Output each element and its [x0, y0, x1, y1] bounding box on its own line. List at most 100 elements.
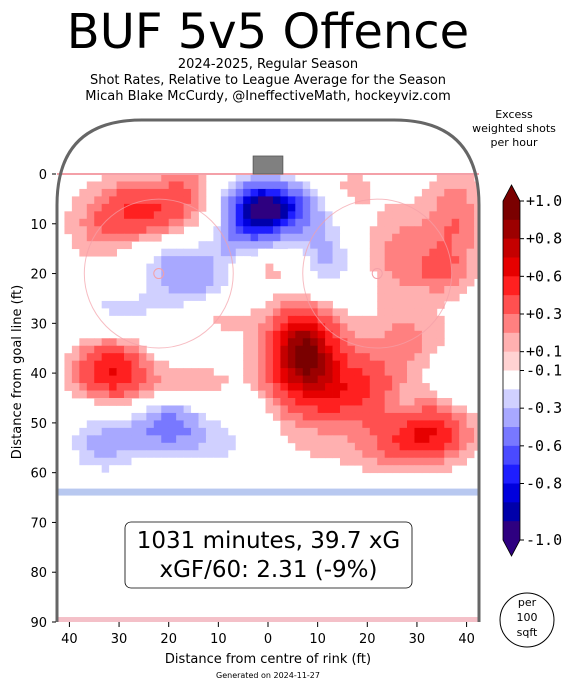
heat-cell-974	[138, 353, 147, 362]
heat-cell-1299	[101, 412, 110, 421]
heat-cell-1374	[295, 420, 304, 429]
heat-cell-1059	[191, 368, 199, 376]
heat-cell-1254	[444, 398, 453, 406]
heat-cell-1195	[146, 390, 155, 399]
heat-cell-841	[310, 323, 319, 332]
heat-cell-535	[138, 263, 147, 272]
heat-cell-581	[198, 271, 207, 279]
heat-cell-1252	[429, 398, 438, 406]
heat-cell-704	[429, 293, 438, 302]
heat-cell-689	[205, 293, 214, 302]
heat-cell-782	[421, 308, 430, 317]
x-tick-label-5: 10	[309, 632, 326, 647]
heat-cell-326	[243, 226, 252, 235]
heatmap-cells	[57, 174, 479, 481]
heat-cell-273	[213, 218, 222, 227]
heat-cell-1086	[444, 368, 453, 376]
heat-cell-398	[451, 233, 460, 242]
heat-cell-1343	[451, 412, 460, 421]
heat-cell-821	[384, 315, 393, 324]
heat-cell-256	[71, 218, 80, 227]
heat-cell-378	[280, 233, 289, 242]
heat-cell-748	[71, 308, 80, 317]
heat-cell-1626	[235, 457, 244, 466]
heat-cell-1215	[399, 390, 408, 399]
heat-cell-1247	[392, 398, 400, 406]
heat-cell-313	[124, 226, 132, 235]
heat-cell-620	[205, 278, 214, 287]
heat-cell-1455	[79, 435, 88, 444]
heat-cell-698	[384, 293, 393, 302]
heat-cell-1614	[146, 457, 155, 466]
heat-cell-1284	[377, 405, 386, 414]
heat-cell-858	[436, 323, 445, 332]
heat-cell-662	[399, 286, 408, 294]
heat-cell-2	[116, 174, 125, 182]
heat-cell-1082	[392, 368, 400, 376]
heat-cell-291	[377, 218, 386, 227]
heat-cell-129	[183, 196, 192, 205]
heat-cell-1404	[94, 427, 103, 436]
heat-cell-183	[258, 203, 266, 212]
heat-cell-626	[325, 278, 333, 287]
heat-cell-167	[131, 203, 140, 212]
heat-cell-410	[168, 241, 177, 250]
heat-cell-254	[474, 211, 479, 220]
heat-cell-1590	[377, 450, 386, 459]
heat-cell-1537	[347, 442, 356, 451]
heat-cell-445	[444, 241, 453, 250]
heat-cell-1187	[86, 390, 95, 399]
heat-cell-1050	[124, 368, 132, 376]
heat-cell-406	[101, 241, 110, 250]
heat-cell-163	[101, 203, 110, 212]
heat-cell-1617	[168, 457, 177, 466]
heat-cell-1142	[79, 383, 88, 391]
heat-cell-1322	[295, 412, 304, 421]
heat-cell-1043	[71, 368, 80, 376]
heat-cell-1209	[354, 390, 363, 399]
heat-cell-576	[161, 271, 170, 279]
heat-cell-441	[414, 241, 423, 250]
heat-cell-630	[384, 278, 393, 287]
heat-cell-1146	[109, 383, 117, 391]
heat-cell-856	[421, 323, 430, 332]
heat-cell-1231	[272, 398, 281, 406]
heat-cell-1350	[86, 420, 95, 429]
heat-cell-305	[64, 226, 73, 235]
colorbar-tick-label-9: -1.0	[526, 531, 562, 549]
heat-cell-1101	[146, 375, 155, 384]
heat-cell-1291	[429, 405, 438, 414]
heat-cell-617	[183, 278, 192, 287]
heat-cell-1097	[116, 375, 125, 384]
heat-cell-486	[407, 248, 415, 257]
heat-cell-505	[205, 256, 214, 264]
heat-cell-683	[161, 293, 170, 302]
heat-cell-1396	[459, 420, 467, 429]
heat-cell-164	[109, 203, 117, 212]
heat-cell-742	[414, 300, 423, 309]
heat-cell-247	[421, 211, 430, 220]
heat-cell-1554	[474, 442, 479, 451]
y-tick-label-9: 90	[30, 616, 47, 631]
heat-cell-914	[369, 338, 378, 347]
heat-cell-47	[198, 181, 207, 190]
heat-cell-901	[272, 338, 281, 347]
heat-cell-771	[310, 308, 319, 317]
heat-cell-1453	[64, 435, 73, 444]
heat-cell-1463	[138, 435, 147, 444]
heat-cell-1430	[317, 427, 326, 436]
heat-cell-595	[377, 271, 386, 279]
heat-cell-1663	[369, 465, 378, 474]
heat-cell-1137	[451, 375, 460, 384]
heat-cell-763	[250, 308, 259, 317]
heat-cell-1634	[392, 457, 400, 466]
heat-cell-374	[250, 233, 259, 242]
heat-cell-474	[302, 248, 311, 257]
heat-cell-1038	[414, 360, 423, 369]
heat-cell-1308	[168, 412, 177, 421]
heat-cell-1156	[183, 383, 192, 391]
heat-cell-120	[116, 196, 125, 205]
heat-cell-776	[377, 308, 386, 317]
heat-cell-565	[429, 263, 438, 272]
heat-cell-590	[317, 271, 326, 279]
